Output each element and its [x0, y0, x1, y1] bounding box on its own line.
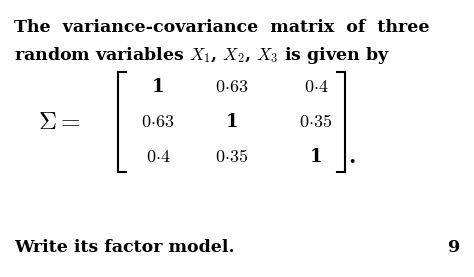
Text: $0{\cdot}63$: $0{\cdot}63$: [215, 78, 249, 96]
Text: $0{\cdot}35$: $0{\cdot}35$: [300, 113, 333, 131]
Text: The  variance-covariance  matrix  of  three: The variance-covariance matrix of three: [14, 19, 429, 36]
Text: $0{\cdot}4$: $0{\cdot}4$: [146, 148, 170, 166]
Text: 1: 1: [310, 148, 322, 166]
Text: 1: 1: [152, 78, 164, 96]
Text: random variables $X_1$, $X_2$, $X_3$ is given by: random variables $X_1$, $X_2$, $X_3$ is …: [14, 45, 390, 66]
Text: 1: 1: [226, 113, 238, 131]
Text: $0{\cdot}35$: $0{\cdot}35$: [215, 148, 248, 166]
Text: .: .: [348, 147, 356, 167]
Text: $0{\cdot}63$: $0{\cdot}63$: [141, 113, 174, 131]
Text: $0{\cdot}4$: $0{\cdot}4$: [304, 78, 328, 96]
Text: Write its factor model.: Write its factor model.: [14, 239, 235, 256]
Text: $\Sigma=$: $\Sigma=$: [38, 110, 81, 134]
Text: 9: 9: [448, 239, 460, 256]
